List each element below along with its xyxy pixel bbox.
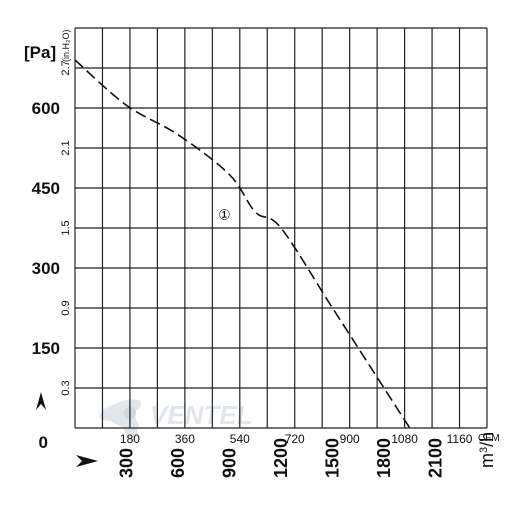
y-axis-pa-ticks: 0 150 300 450 600 <box>32 99 60 452</box>
x-tick-m3h-label: 1500 <box>323 438 343 478</box>
y-tick-inh2o-label: 1.5 <box>60 220 72 235</box>
x-axis-arrow-icon <box>76 455 98 467</box>
y-axis-arrow-icon <box>36 392 46 410</box>
x-tick-cfm-label: 1160 <box>447 432 473 446</box>
x-tick-cfm-label: 540 <box>230 432 250 446</box>
x-tick-m3h-label: 600 <box>168 448 188 478</box>
x-tick-cfm-label: 900 <box>340 432 360 446</box>
x-tick-cfm-label: 720 <box>285 432 305 446</box>
x-tick-cfm-label: 360 <box>175 432 195 446</box>
y-axis-inh2o-unit: (in.H₂O) <box>61 30 71 63</box>
x-tick-m3h-label: 1200 <box>271 438 291 478</box>
chart-grid <box>74 27 488 429</box>
y-axis-pa-unit: [Pa] <box>24 43 56 62</box>
y-tick-pa-label: 150 <box>32 339 60 358</box>
y-tick-inh2o-label: 2.1 <box>60 140 72 155</box>
x-axis-cfm-unit: CFM <box>478 433 500 444</box>
y-tick-pa-label: 0 <box>39 433 48 452</box>
x-tick-m3h-label: 2100 <box>426 438 446 478</box>
y-tick-pa-label: 450 <box>32 179 60 198</box>
y-axis-inh2o-ticks: 0.3 0.9 1.5 2.1 2.7 <box>60 60 72 395</box>
y-tick-inh2o-label: 0.9 <box>60 300 72 315</box>
x-axis-m3h-unit: m3/h <box>477 432 497 468</box>
y-tick-inh2o-label: 0.3 <box>60 380 72 395</box>
series-group: ① <box>74 59 411 429</box>
watermark-text: VENTEL <box>150 400 253 430</box>
y-tick-pa-label: 600 <box>32 99 60 118</box>
x-tick-cfm-label: 1080 <box>391 432 418 446</box>
x-axis-m3h-ticks: 300 600 900 1200 1500 1800 2100 <box>117 438 446 478</box>
y-tick-pa-label: 300 <box>32 259 60 278</box>
x-tick-cfm-label: 180 <box>120 432 140 446</box>
series-curve-1 <box>74 59 411 429</box>
y-tick-inh2o-label: 2.7 <box>60 60 72 75</box>
x-tick-m3h-label: 1800 <box>374 438 394 478</box>
x-tick-m3h-label: 300 <box>117 448 137 478</box>
x-tick-m3h-label: 900 <box>220 448 240 478</box>
x-axis-cfm-ticks: 180 360 540 720 900 1080 1160 <box>120 432 473 446</box>
series-curve-1-label: ① <box>218 206 231 222</box>
